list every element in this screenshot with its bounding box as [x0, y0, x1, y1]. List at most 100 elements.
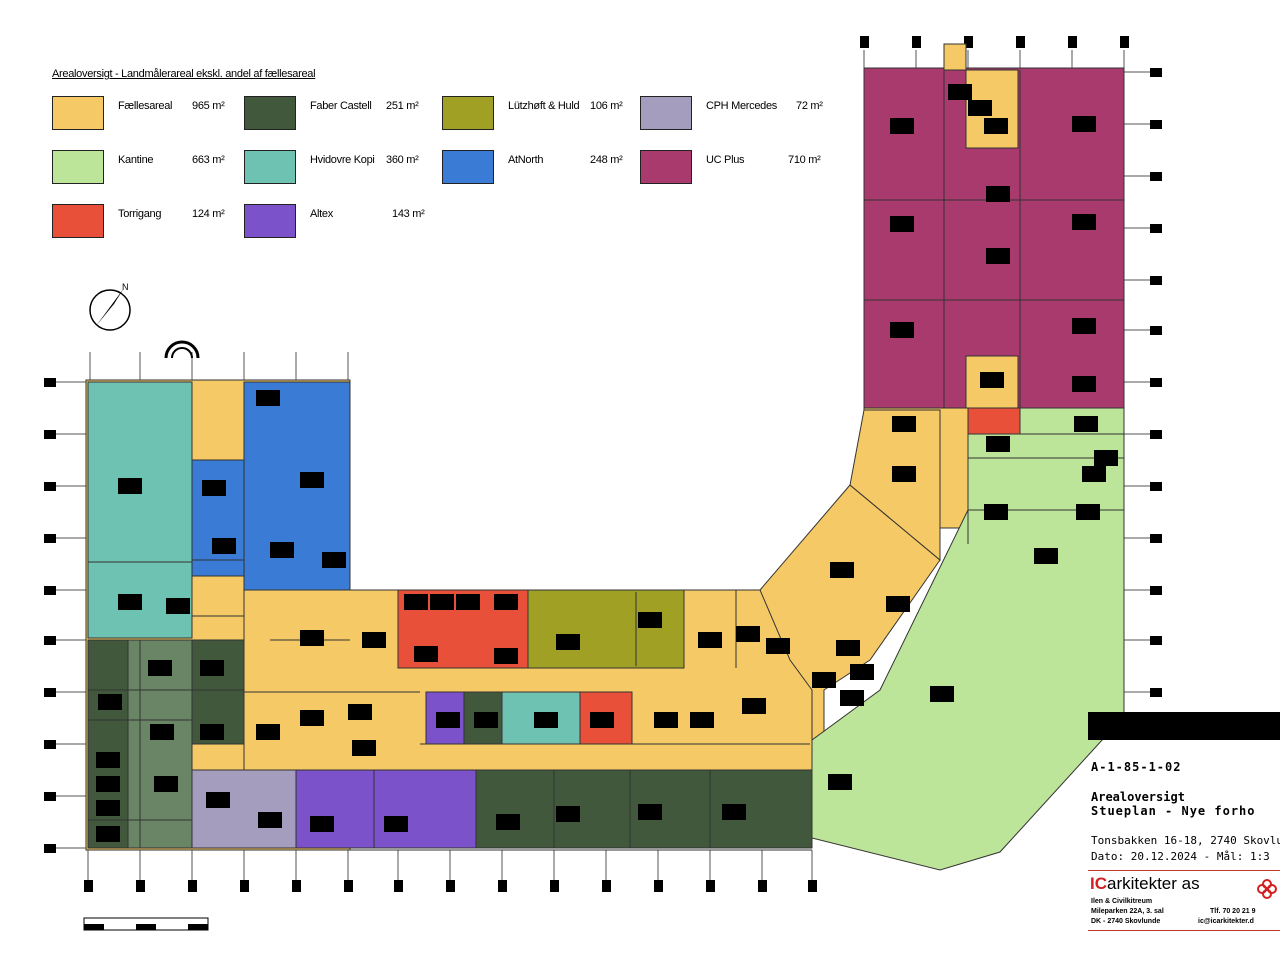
room-label-block — [830, 562, 854, 578]
grid-marker — [654, 880, 663, 892]
site-address: Tonsbakken 16-18, 2740 Skovlun — [1091, 834, 1280, 847]
legend-label: Faber Castell — [310, 100, 372, 112]
legend-swatch — [640, 96, 692, 130]
room-label-block — [348, 704, 372, 720]
drawing-subtitle: Stueplan - Nye forho — [1091, 804, 1256, 818]
grid-marker — [292, 880, 301, 892]
zone-kantine — [811, 509, 1125, 871]
room-label-block — [404, 594, 428, 610]
zone-atnorth — [191, 459, 245, 577]
grid-marker — [1150, 172, 1162, 181]
room-label-block — [1072, 214, 1096, 230]
room-label-block — [300, 630, 324, 646]
legend-swatch — [52, 96, 104, 130]
grid-marker — [964, 36, 973, 48]
legend-value: 251 m² — [386, 100, 419, 112]
grid-marker — [706, 880, 715, 892]
grid-axis-markers — [44, 36, 1162, 892]
grid-marker — [1150, 688, 1162, 697]
firm-email: ic@icarkitekter.d — [1198, 918, 1254, 925]
room-label-block — [256, 724, 280, 740]
room-label-block — [812, 672, 836, 688]
room-label-block — [892, 466, 916, 482]
legend-label: Lützhøft & Huld — [508, 100, 580, 112]
grid-marker — [550, 880, 559, 892]
room-label-block — [742, 698, 766, 714]
grid-marker — [1150, 68, 1162, 77]
grid-marker — [44, 378, 56, 387]
grid-marker — [44, 586, 56, 595]
zone-lutzhoft — [527, 589, 685, 669]
grid-marker — [44, 792, 56, 801]
legend-swatch — [244, 204, 296, 238]
room-label-block — [256, 390, 280, 406]
room-label-block — [212, 538, 236, 554]
room-label-block — [200, 724, 224, 740]
grid-marker — [1150, 636, 1162, 645]
room-label-block — [96, 776, 120, 792]
legend-label: AtNorth — [508, 154, 544, 166]
room-label-block — [1076, 504, 1100, 520]
room-label-block — [828, 774, 852, 790]
room-walls — [85, 70, 1124, 851]
legend-value: 965 m² — [192, 100, 225, 112]
legend-swatch — [442, 96, 494, 130]
grid-marker — [1150, 534, 1162, 543]
room-label-block — [200, 660, 224, 676]
room-label-block — [698, 632, 722, 648]
zone-diag-faelles — [849, 409, 941, 562]
room-label-block — [96, 752, 120, 768]
grid-marker — [240, 880, 249, 892]
room-label-block — [118, 478, 142, 494]
room-label-block — [166, 598, 190, 614]
room-label-block — [310, 816, 334, 832]
grid-marker — [1150, 326, 1162, 335]
room-label-block — [118, 594, 142, 610]
room-label-block — [690, 712, 714, 728]
room-label-block — [1072, 116, 1096, 132]
room-label-block — [148, 660, 172, 676]
room-label-block — [638, 612, 662, 628]
scale-bar — [83, 917, 209, 931]
legend-label: CPH Mercedes — [706, 100, 777, 112]
legend-swatch — [244, 150, 296, 184]
grid-marker — [1150, 378, 1162, 387]
room-label-block — [1034, 548, 1058, 564]
room-label-block — [986, 436, 1010, 452]
legend-value: 106 m² — [590, 100, 623, 112]
grid-marker — [446, 880, 455, 892]
room-label-block — [840, 690, 864, 706]
room-label-block — [384, 816, 408, 832]
room-label-block — [890, 216, 914, 232]
room-label-block — [414, 646, 438, 662]
room-label-block — [362, 632, 386, 648]
room-label-block — [322, 552, 346, 568]
room-label-block — [300, 472, 324, 488]
room-label-block — [886, 596, 910, 612]
room-label-block — [986, 186, 1010, 202]
legend-value: 124 m² — [192, 208, 225, 220]
legend-label: Fællesareal — [118, 100, 173, 112]
grid-marker — [44, 844, 56, 853]
room-label-block — [494, 594, 518, 610]
room-label-block — [96, 800, 120, 816]
grid-marker — [44, 636, 56, 645]
room-label-block — [590, 712, 614, 728]
room-label-block — [984, 504, 1008, 520]
room-label-block — [206, 792, 230, 808]
room-label-block — [766, 638, 790, 654]
divider-bottom — [1088, 930, 1280, 931]
grid-marker — [498, 880, 507, 892]
legend-value: 72 m² — [796, 100, 823, 112]
grid-marker — [758, 880, 767, 892]
legend-swatch — [640, 150, 692, 184]
grid-marker — [1150, 430, 1162, 439]
firm-rest: arkitekter as — [1107, 874, 1200, 893]
room-label-block — [494, 648, 518, 664]
legend-value: 710 m² — [788, 154, 821, 166]
grid-marker — [1120, 36, 1129, 48]
grid-marker — [1150, 120, 1162, 129]
room-label-block — [850, 664, 874, 680]
grid-marker — [1150, 586, 1162, 595]
